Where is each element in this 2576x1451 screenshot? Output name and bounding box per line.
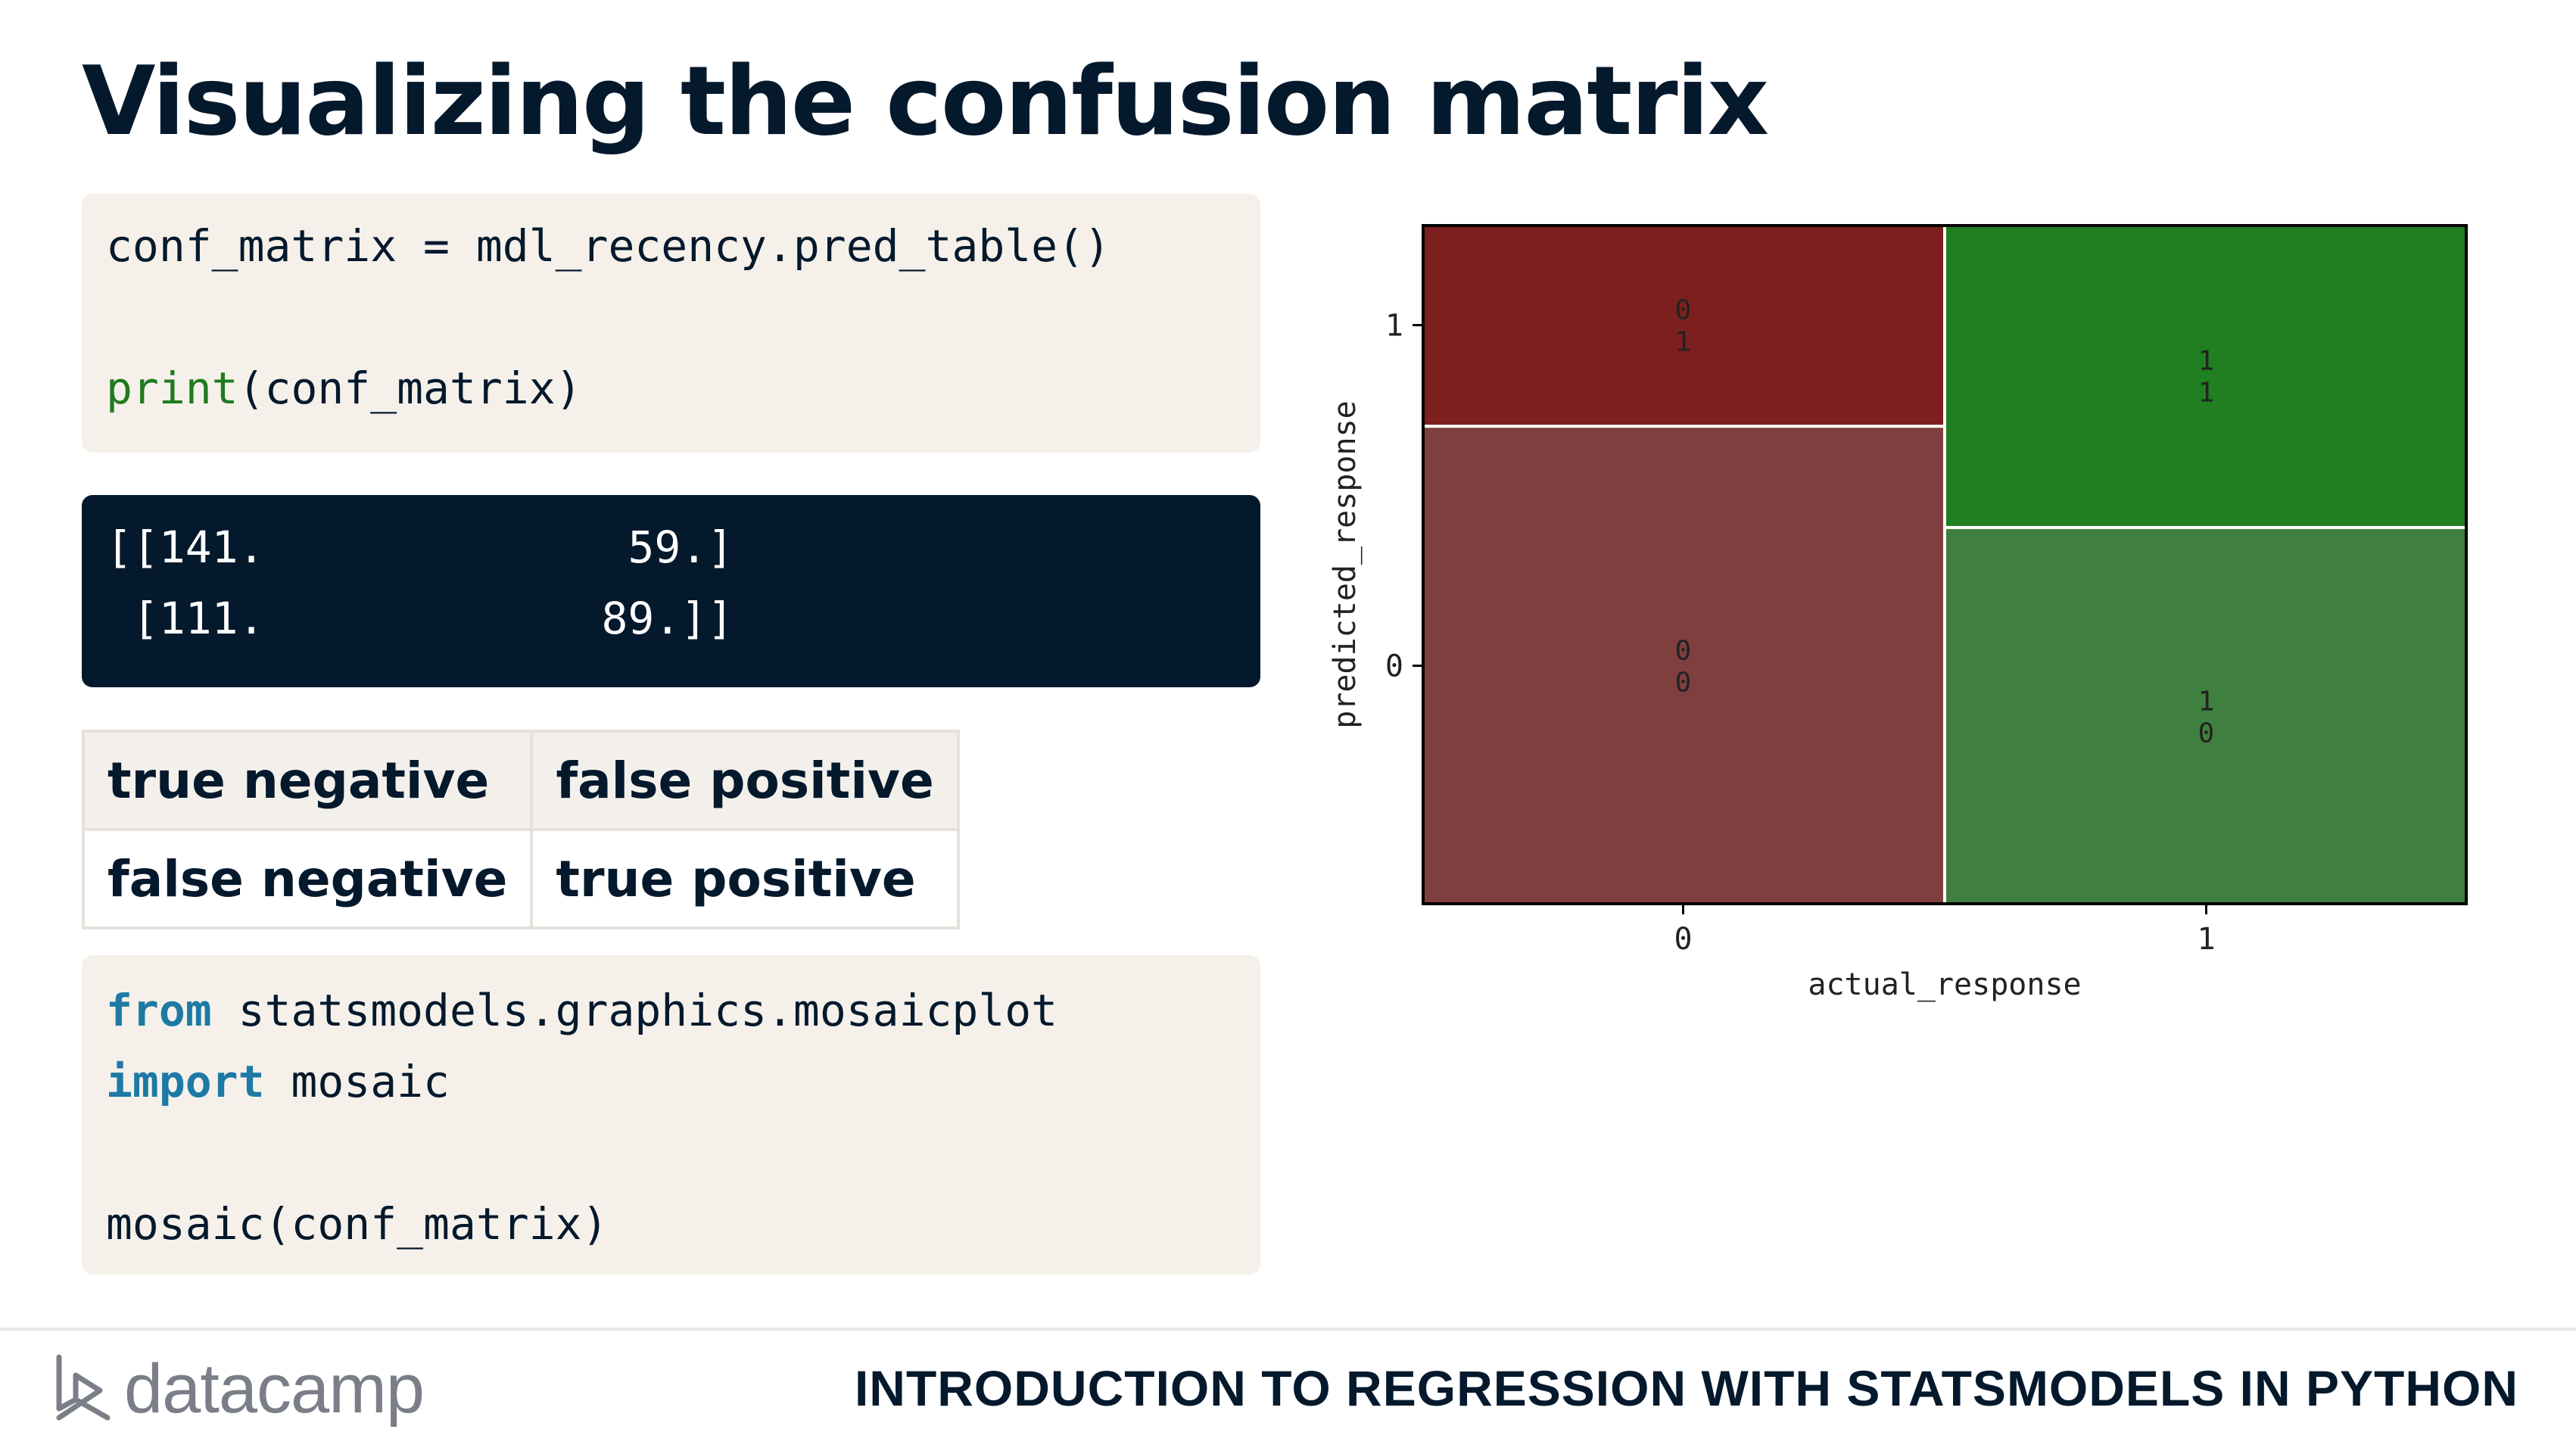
table-row: true negative false positive — [81, 730, 960, 831]
mosaic-tile-label-top: 0 — [1675, 295, 1692, 326]
y-tick-label: 0 — [1385, 649, 1403, 684]
mosaic-axes: 0 101 — [1385, 309, 2216, 957]
code-builtin-print: print — [106, 363, 238, 414]
mosaic-tile-label-top: 1 — [2198, 345, 2215, 376]
code-line: mosaic(conf_matrix) — [106, 1198, 609, 1250]
slide-title: Visualizing the confusion matrix — [82, 45, 1769, 157]
mosaic-tile-label-bottom: 1 — [2198, 377, 2215, 408]
mosaic-tile-actual-0-predicted-1 — [1423, 226, 1943, 425]
mosaic-tile-label-bottom: 1 — [1675, 327, 1692, 358]
output-cell: [[141. — [106, 522, 265, 573]
table-row: false negative true positive — [81, 828, 960, 929]
mosaic-tile-label-top: 1 — [2198, 686, 2215, 717]
mosaic-tile-actual-1-predicted-1 — [1946, 226, 2466, 526]
code-keyword-import: import — [106, 1056, 265, 1107]
y-tick-label: 1 — [1385, 309, 1403, 344]
y-axis-label: predicted_response — [1328, 400, 1363, 728]
datacamp-logo: datacamp — [53, 1347, 425, 1431]
code-line: import mosaic — [106, 1046, 1236, 1117]
mosaic-tile-actual-1-predicted-0 — [1946, 528, 2466, 904]
brand-name: datacamp — [124, 1350, 425, 1428]
confusion-matrix-legend-table: true negative false positive false negat… — [81, 730, 960, 929]
code-block-mosaic: from statsmodels.graphics.mosaicplot imp… — [82, 955, 1260, 1275]
code-line: conf_matrix = mdl_recency.pred_table() — [106, 220, 1110, 272]
output-line: [[141. 59.] — [106, 512, 1236, 583]
table-cell-true-positive: true positive — [530, 828, 960, 929]
output-line: [111. 89.]] — [106, 583, 1236, 654]
course-title: INTRODUCTION TO REGRESSION WITH STATSMOD… — [854, 1360, 2518, 1416]
mosaic-tile-label-bottom: 0 — [1675, 668, 1692, 699]
table-cell-false-positive: false positive — [530, 730, 960, 831]
datacamp-logo-icon — [56, 1354, 111, 1421]
code-blank-line — [106, 1117, 1236, 1188]
output-cell: 59.] — [628, 522, 734, 573]
x-axis-label: actual_response — [1808, 967, 2081, 1002]
code-block-pred-table: conf_matrix = mdl_recency.pred_table() p… — [82, 194, 1260, 453]
mosaic-tile-label-bottom: 0 — [2198, 718, 2215, 749]
table-cell-false-negative: false negative — [81, 828, 534, 929]
code-name: mosaic — [264, 1056, 450, 1107]
output-cell: [111. — [106, 593, 265, 644]
footer-divider — [0, 1328, 2576, 1331]
x-tick-label: 1 — [2197, 922, 2215, 957]
table-cell-true-negative: true negative — [81, 730, 534, 831]
code-line: print(conf_matrix) — [106, 353, 1236, 424]
code-module: statsmodels.graphics.mosaicplot — [211, 985, 1058, 1036]
code-args: (conf_matrix) — [238, 363, 582, 414]
mosaic-tile-actual-0-predicted-0 — [1423, 428, 1943, 904]
code-keyword-from: from — [106, 985, 212, 1036]
code-blank-line — [106, 282, 1236, 353]
output-cell: 89.]] — [601, 593, 734, 644]
x-tick-label: 0 — [1674, 922, 1692, 957]
code-line: from statsmodels.graphics.mosaicplot — [106, 975, 1236, 1046]
mosaic-tile-label-top: 0 — [1675, 636, 1692, 667]
code-output-block: [[141. 59.] [111. 89.]] — [82, 495, 1260, 687]
plot-frame — [1422, 224, 2468, 905]
